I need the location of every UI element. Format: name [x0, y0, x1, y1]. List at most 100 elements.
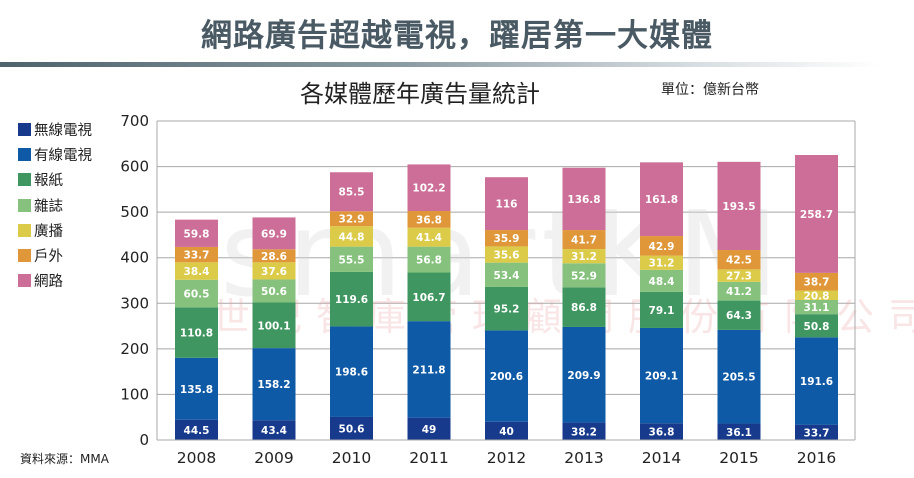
bar-stack-2015: 36.1 205.5 64.3 41.2 27.3 42.5 193.5	[717, 161, 761, 440]
legend-swatch	[18, 223, 31, 237]
bar-segment	[330, 226, 373, 247]
bar-segment	[330, 172, 373, 212]
bar-stack-2016: 33.7 191.6 50.8 31.120.838.7 258.7	[795, 154, 838, 440]
y-tick-label: 400	[120, 249, 149, 267]
bar-segment	[407, 227, 451, 247]
bar-segment	[640, 269, 683, 292]
data-label: 209.1	[645, 371, 678, 383]
bar-segment	[407, 164, 451, 212]
data-label: 40	[499, 426, 514, 438]
bar-segment	[175, 419, 218, 440]
data-label: 95.2	[494, 304, 520, 316]
x-tick-label: 2013	[564, 449, 603, 467]
data-label: 35.6	[494, 250, 520, 262]
axis-layer: 0 100 200 300 400 500 600 700 2008 2009 2010 2011 20…	[120, 112, 856, 467]
bar-stack-2014: 36.8 209.1 79.1 48.4 31.2 42.9 161.8	[640, 162, 683, 440]
data-label: 55.5	[339, 254, 365, 266]
bar-segment	[485, 330, 528, 422]
bar-segment	[485, 246, 528, 263]
bar-segment	[562, 326, 606, 423]
bar-segment	[795, 300, 838, 315]
bar-segment	[485, 262, 528, 287]
x-tick-label: 2015	[719, 449, 758, 467]
data-label: 27.3	[726, 271, 752, 283]
data-label: 79.1	[649, 305, 675, 317]
data-label: 36.8	[649, 427, 675, 439]
chart-title: 各媒體歷年廣告量統計	[300, 80, 540, 108]
bar-segment	[562, 249, 606, 264]
bar-segment	[252, 420, 296, 440]
data-label: 50.6	[261, 286, 287, 298]
bar-segment	[717, 329, 761, 424]
y-tick-label: 100	[120, 385, 149, 403]
bar-segment	[795, 290, 838, 301]
bar-segment	[485, 421, 528, 440]
data-label: 106.7	[412, 292, 445, 304]
bar-segment	[330, 211, 373, 227]
data-label: 38.2	[571, 426, 597, 438]
legend-label: 廣播	[34, 223, 63, 240]
bar-segment	[485, 177, 528, 231]
bar-segment	[330, 271, 373, 327]
bar-segment	[407, 211, 451, 228]
source-note: 資料來源：MMA	[20, 452, 109, 466]
bar-segment	[717, 250, 761, 270]
y-tick-label: 0	[139, 431, 149, 449]
data-label: 60.5	[184, 289, 210, 301]
data-label: 100.1	[257, 320, 290, 332]
data-label: 50.6	[339, 423, 365, 435]
bar-segment	[562, 167, 606, 231]
y-tick-label: 300	[120, 294, 149, 312]
data-label: 33.7	[804, 427, 830, 439]
bar-segment	[252, 262, 296, 280]
legend-swatch	[18, 123, 31, 137]
bar-segment	[175, 357, 218, 420]
legend-item: 廣播	[18, 218, 92, 243]
data-label: 56.8	[416, 255, 442, 267]
legend-label: 雜誌	[34, 198, 63, 215]
bar-segment	[330, 246, 373, 272]
data-label: 43.4	[261, 425, 287, 437]
bar-segment	[717, 423, 761, 440]
bar-segment	[795, 154, 838, 273]
bar-segment	[407, 272, 451, 322]
bar-segment	[252, 348, 296, 421]
legend-item: 網路	[18, 268, 92, 293]
bar-segment	[175, 219, 218, 247]
data-label: 44.8	[339, 231, 365, 243]
data-label: 86.8	[571, 302, 597, 314]
data-label: 48.4	[649, 276, 675, 288]
legend-item: 無線電視	[18, 117, 92, 142]
data-label: 52.9	[571, 270, 597, 282]
bar-segment	[640, 255, 683, 270]
bar-segment	[485, 230, 528, 247]
bar-stack-2010: 50.6 198.6 119.6 55.5 44.8 32.9 85.5	[330, 172, 373, 440]
data-label: 198.6	[335, 367, 368, 379]
bar-segment	[717, 161, 761, 251]
data-label: 119.6	[335, 294, 368, 306]
data-label: 191.6	[800, 376, 833, 388]
title-divider	[0, 62, 880, 67]
legend-label: 戶外	[34, 249, 63, 266]
x-tick-label: 2011	[409, 449, 448, 467]
bar-segment	[717, 281, 761, 301]
bar-segment	[407, 246, 451, 273]
legend: 無線電視 有線電視 報紙 雜誌 廣播 戶外 網路	[18, 117, 92, 293]
bar-segment	[485, 286, 528, 331]
data-label: 211.8	[412, 364, 445, 376]
x-tick-label: 2014	[642, 449, 681, 467]
x-tick-label: 2009	[254, 449, 293, 467]
data-label: 37.6	[261, 266, 287, 278]
data-label: 32.9	[339, 214, 365, 226]
bar-segment	[407, 417, 451, 440]
data-label: 35.9	[494, 233, 520, 245]
bar-segment	[795, 272, 838, 291]
unit-label: 單位：億新台幣	[661, 82, 759, 98]
x-tick-label: 2016	[797, 449, 836, 467]
legend-label: 網路	[34, 274, 63, 291]
data-label: 69.9	[261, 228, 287, 240]
bar-segment	[175, 246, 218, 263]
bar-segment	[562, 230, 606, 250]
data-label: 50.8	[804, 321, 830, 333]
